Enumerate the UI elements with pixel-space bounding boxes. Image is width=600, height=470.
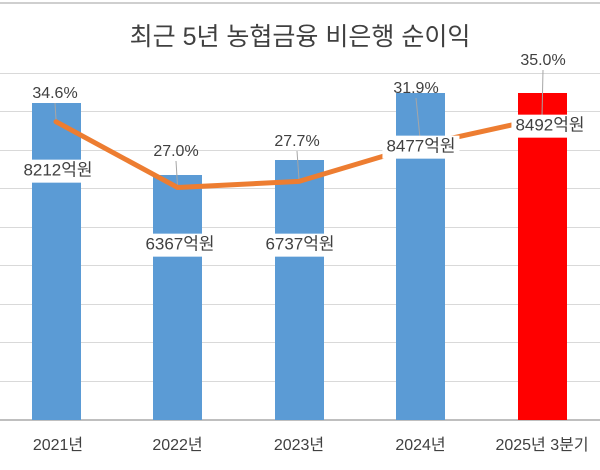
line-percent-label-2025년 3분기: 35.0% (520, 52, 566, 70)
chart-title: 최근 5년 농협금융 비은행 순이익 (129, 23, 471, 51)
bar-value-label-2022년: 6367억원 (141, 233, 219, 257)
gridline (0, 72, 600, 74)
bar-value-label-2023년: 6737억원 (261, 233, 339, 257)
gridline (0, 111, 600, 113)
bar-value-label-2021년: 8212억원 (19, 159, 97, 183)
bar-value-label-2024년: 8477억원 (382, 135, 460, 159)
bar-2023년 (274, 160, 324, 420)
line-percent-label-2022년: 27.0% (153, 143, 199, 161)
line-percent-label-2023년: 27.7% (274, 133, 320, 151)
x-axis-label-2021년: 2021년 (32, 437, 84, 454)
line-percent-label-2024년: 31.9% (393, 80, 439, 98)
bar-2025년 3분기 (517, 92, 567, 420)
line-percent-label-2021년: 34.6% (32, 85, 78, 103)
bar-2022년 (153, 174, 202, 420)
x-axis-label-2024년: 2024년 (395, 437, 446, 454)
x-axis-label-2025년 3분기: 2025년 3분기 (495, 437, 589, 454)
bar-2021년 (31, 103, 81, 420)
x-axis-label-2023년: 2023년 (273, 437, 325, 454)
x-axis-label-2022년: 2022년 (152, 437, 203, 454)
bar-value-label-2025년 3분기: 8492억원 (511, 114, 589, 138)
top-border (0, 2, 600, 4)
x-axis-line (0, 419, 600, 421)
